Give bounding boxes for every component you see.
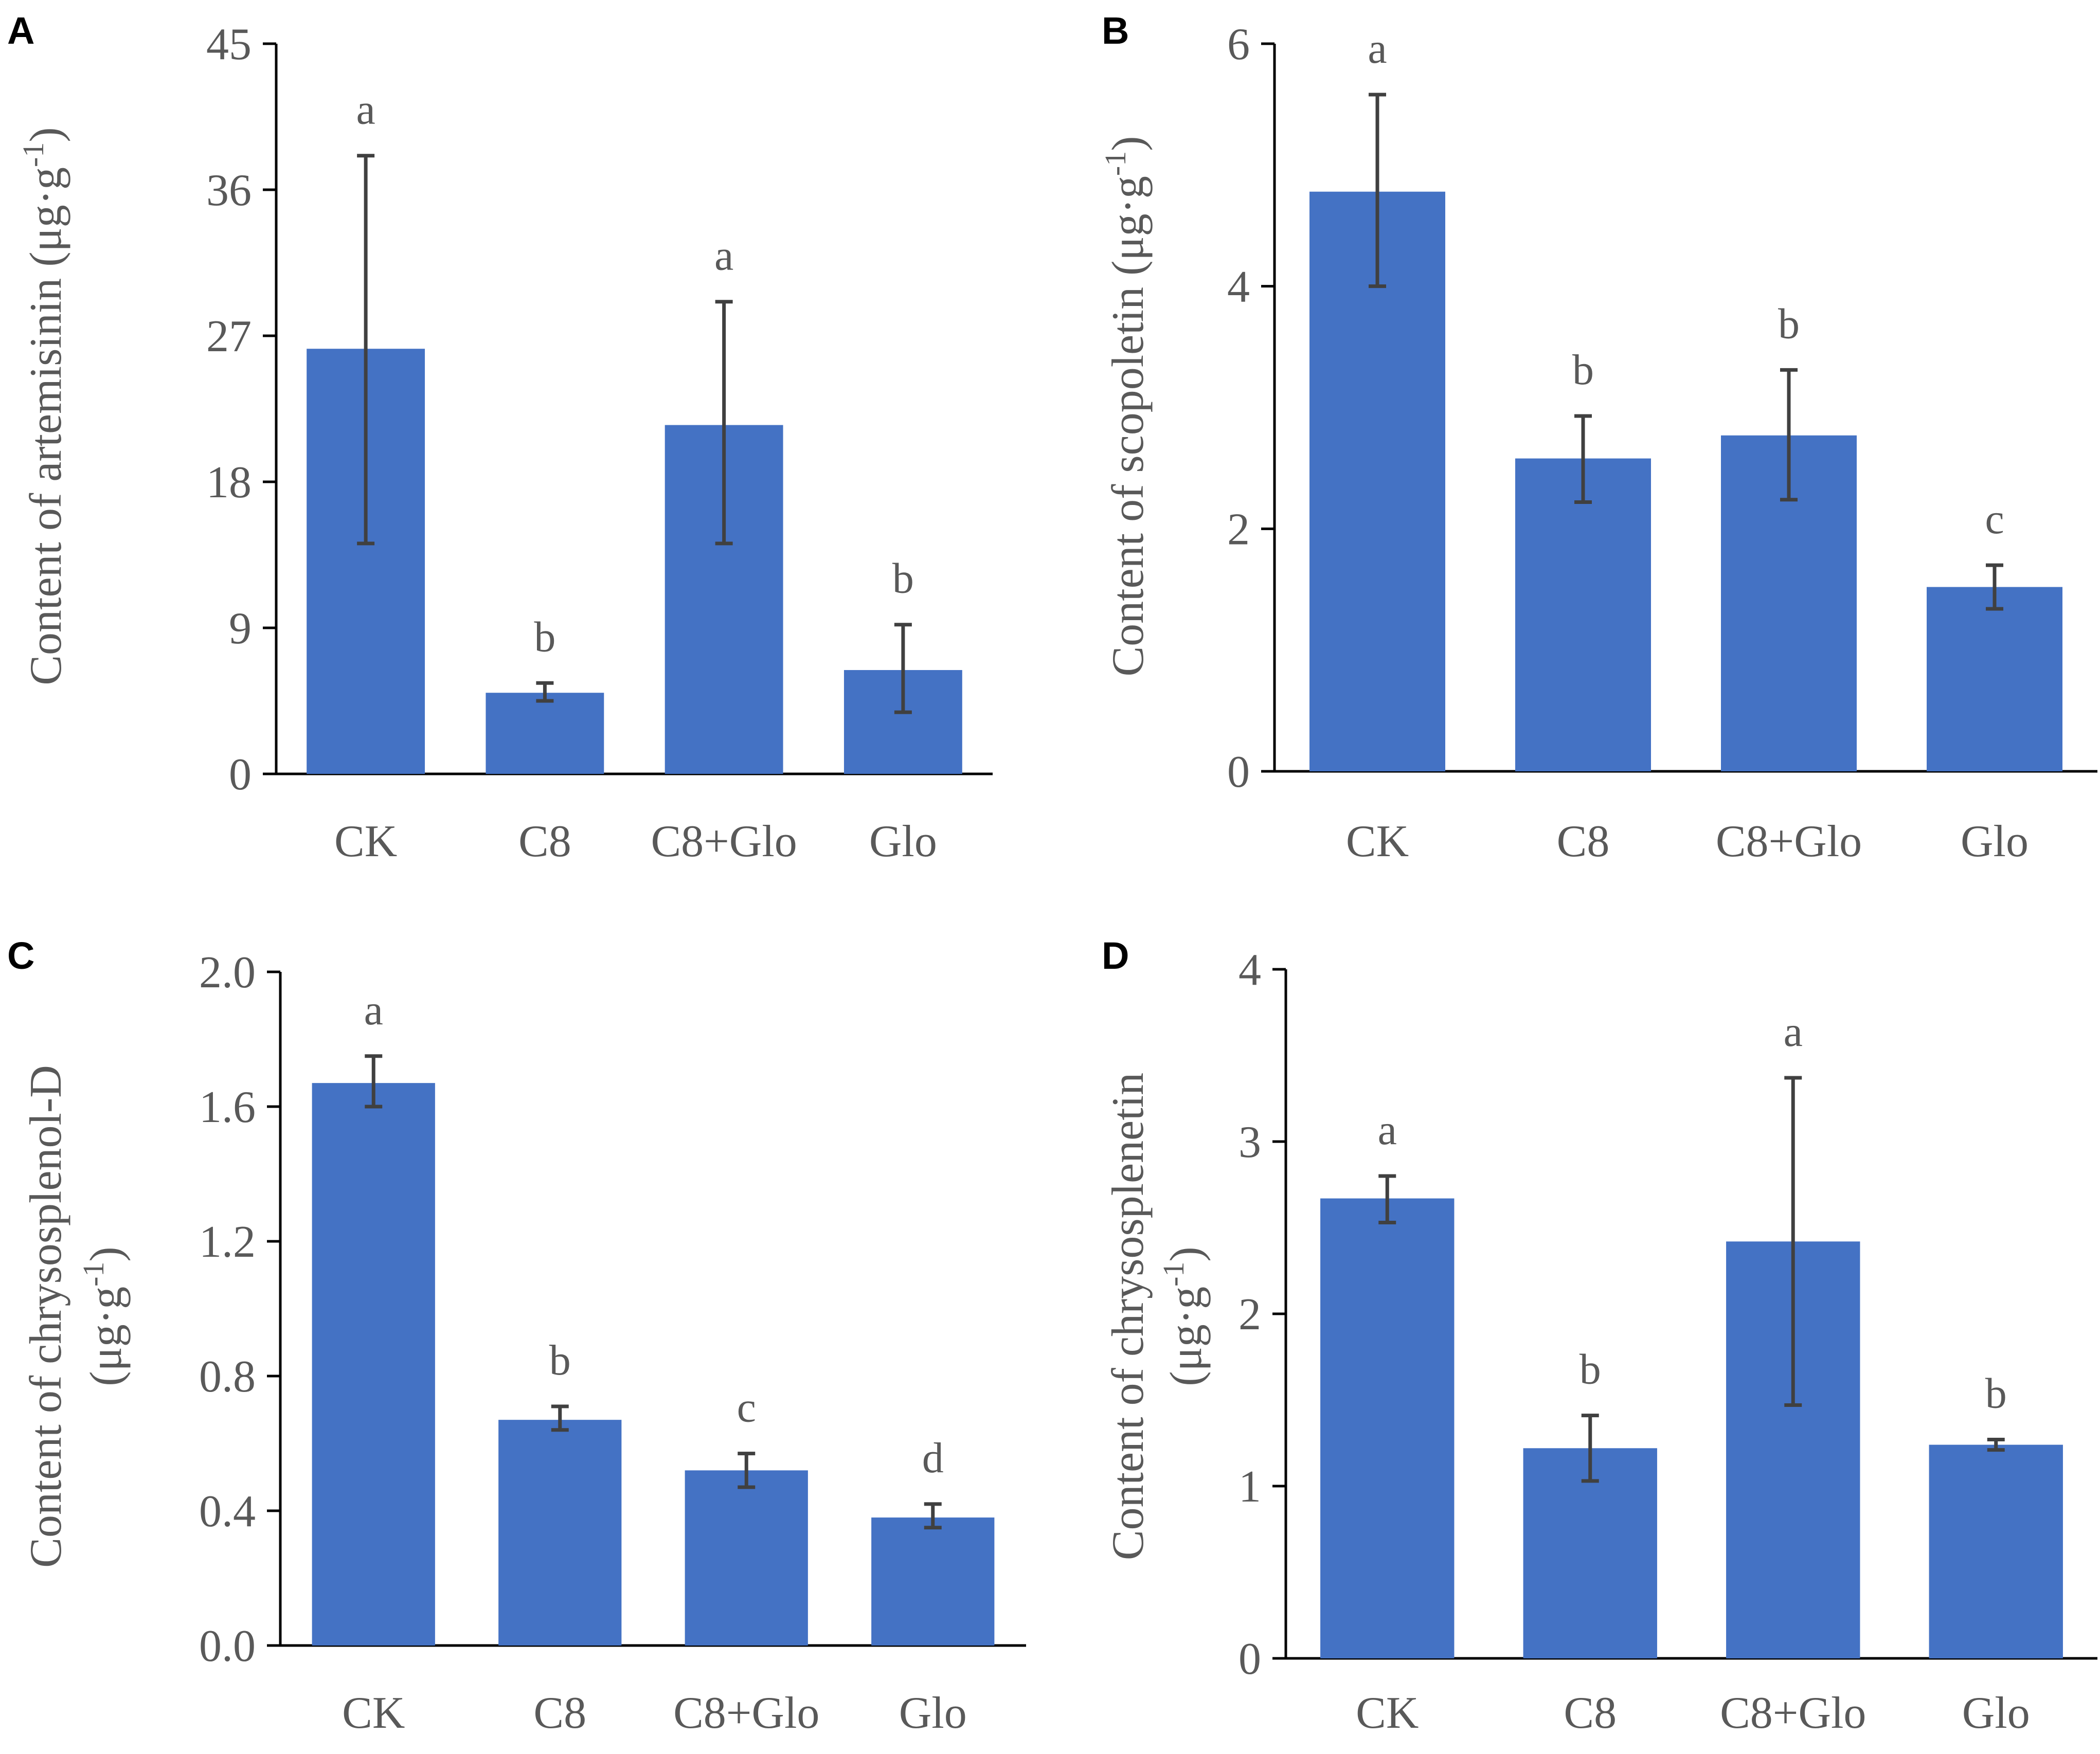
x-tick-label-c-1: C8 (533, 1688, 586, 1738)
y-tick-label-c-3: 1.2 (199, 1217, 256, 1267)
bar-b-0 (1309, 191, 1445, 771)
significance-label-c-0: a (364, 986, 383, 1034)
significance-label-a-3: b (892, 555, 914, 603)
significance-label-d-2: a (1784, 1008, 1803, 1056)
bar-b-3 (1927, 587, 2062, 771)
significance-label-b-3: c (1985, 495, 2004, 543)
y-axis-unit-text-c: (μg·g (81, 1287, 131, 1386)
y-tick-label-b-2: 4 (1227, 262, 1250, 312)
y-tick-label-c-4: 1.6 (199, 1082, 256, 1132)
y-axis-title-a: Content of artemisinin (μg·g-1) (16, 127, 71, 685)
bar-b-1 (1515, 458, 1651, 771)
y-tick-label-a-2: 18 (206, 458, 252, 508)
y-axis-title-b: Content of scopoletin (μg·g-1) (1099, 136, 1153, 676)
y-axis-title-unit-d: (μg·g-1) (1157, 1246, 1211, 1386)
y-tick-label-d-0: 0 (1239, 1634, 1261, 1684)
x-tick-label-b-3: Glo (1961, 817, 2029, 866)
significance-label-b-2: b (1778, 300, 1800, 348)
y-axis-unit-sup-d: -1 (1157, 1262, 1190, 1287)
y-tick-label-c-1: 0.4 (199, 1487, 256, 1536)
y-axis-title-d: Content of chrysosplenetin (1103, 1073, 1153, 1560)
y-tick-label-c-0: 0.0 (199, 1621, 256, 1671)
y-axis-label-a: Content of artemisinin (μg·g-1) (16, 127, 71, 685)
y-axis-unit-end-d: ) (1161, 1246, 1211, 1261)
significance-label-a-2: a (714, 232, 733, 280)
y-axis-unit-sup-c: -1 (77, 1262, 110, 1287)
panel-letter-d: D (1102, 934, 1129, 977)
x-tick-label-a-2: C8+Glo (651, 817, 797, 866)
significance-label-b-0: a (1368, 25, 1387, 73)
y-tick-label-c-5: 2.0 (199, 948, 256, 998)
panel-c: C Content of chrysosplenol-D (μg·g-1) 0.0… (7, 934, 1026, 1738)
x-tick-label-d-0: CK (1356, 1688, 1419, 1738)
bar-c-0 (312, 1083, 435, 1645)
bar-d-3 (1929, 1444, 2063, 1658)
panel-letter-b: B (1102, 9, 1129, 52)
panel-a: A Content of artemisinin (μg·g-1) 0 9 18 27… (7, 9, 993, 866)
bar-c-3 (871, 1517, 995, 1645)
y-tick-label-a-4: 36 (206, 166, 252, 215)
y-axis-title-end-b: ) (1103, 136, 1153, 151)
y-tick-label-b-1: 2 (1227, 504, 1250, 554)
panel-d: D Content of chrysosplenetin (μg·g-1) 0 1 2… (1102, 934, 2097, 1738)
y-axis-title-text-b: Content of scopoletin (μg·g (1103, 176, 1153, 676)
bar-d-1 (1523, 1448, 1657, 1658)
significance-label-d-3: b (1985, 1370, 2007, 1418)
bar-a-1 (486, 693, 604, 774)
significance-label-a-1: b (534, 613, 555, 661)
y-axis-unit-end-c: ) (81, 1246, 131, 1261)
y-tick-label-d-3: 3 (1239, 1117, 1261, 1167)
y-tick-label-d-1: 1 (1239, 1462, 1261, 1512)
x-tick-label-b-1: C8 (1557, 817, 1610, 866)
bar-d-0 (1320, 1198, 1455, 1658)
x-tick-label-b-2: C8+Glo (1716, 817, 1862, 866)
y-tick-label-b-0: 0 (1227, 747, 1250, 797)
y-tick-label-d-4: 4 (1239, 945, 1261, 995)
x-tick-label-c-2: C8+Glo (673, 1688, 819, 1738)
y-tick-label-d-2: 2 (1239, 1290, 1261, 1340)
y-axis-title-end-a: ) (21, 127, 71, 142)
panel-letter-c: C (7, 934, 34, 977)
significance-label-d-0: a (1378, 1106, 1397, 1154)
x-tick-label-a-3: Glo (869, 817, 937, 866)
x-tick-label-a-1: C8 (518, 817, 571, 866)
y-tick-label-b-3: 6 (1227, 20, 1250, 69)
y-axis-label-b: Content of scopoletin (μg·g-1) (1099, 136, 1153, 676)
y-axis-title-sup-a: -1 (16, 142, 50, 167)
significance-label-b-1: b (1572, 346, 1594, 394)
significance-label-d-1: b (1580, 1346, 1601, 1394)
y-tick-label-c-2: 0.8 (199, 1352, 256, 1402)
y-axis-title-unit-c: (μg·g-1) (77, 1246, 131, 1386)
bar-c-1 (498, 1420, 622, 1645)
significance-label-c-2: c (737, 1384, 756, 1432)
y-tick-label-a-1: 9 (229, 604, 252, 654)
y-axis-title-sup-b: -1 (1099, 151, 1132, 176)
x-tick-label-a-0: CK (334, 817, 397, 866)
x-tick-label-d-3: Glo (1962, 1688, 2030, 1738)
y-axis-unit-text-d: (μg·g (1161, 1287, 1211, 1386)
x-tick-label-b-0: CK (1346, 817, 1409, 866)
y-tick-label-a-3: 27 (206, 312, 252, 361)
y-tick-label-a-0: 0 (229, 750, 252, 800)
panel-b: B Content of scopoletin (μg·g-1) 0 2 4 6 a CK… (1099, 9, 2097, 866)
x-tick-label-c-0: CK (342, 1688, 405, 1738)
panel-letter-a: A (7, 9, 34, 52)
significance-label-c-3: d (922, 1434, 944, 1482)
significance-label-a-0: a (356, 86, 375, 134)
y-axis-label-d: Content of chrysosplenetin (μg·g-1) (1103, 1073, 1211, 1560)
x-tick-label-d-1: C8 (1564, 1688, 1617, 1738)
y-tick-label-a-5: 45 (206, 20, 252, 69)
y-axis-label-c: Content of chrysosplenol-D (μg·g-1) (21, 1065, 131, 1568)
x-tick-label-d-2: C8+Glo (1720, 1688, 1866, 1738)
significance-label-c-1: b (549, 1336, 571, 1384)
y-axis-title-text-a: Content of artemisinin (μg·g (21, 167, 71, 685)
x-tick-label-c-3: Glo (899, 1688, 967, 1738)
bar-c-2 (685, 1470, 808, 1645)
y-axis-title-c: Content of chrysosplenol-D (21, 1065, 71, 1568)
